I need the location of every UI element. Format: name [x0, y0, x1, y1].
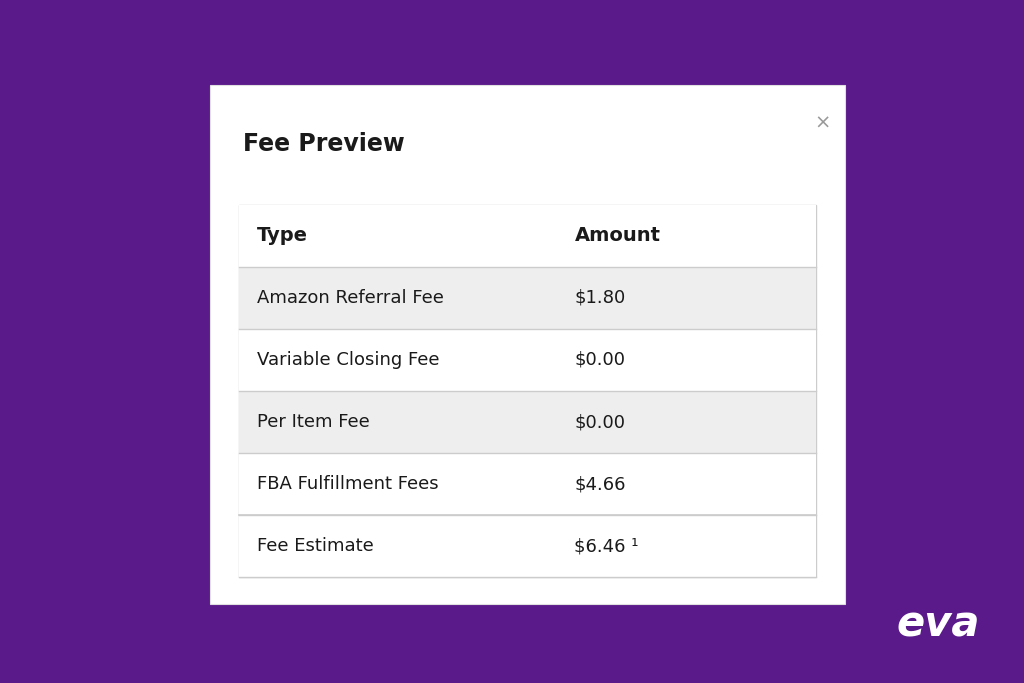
Text: ×: × [814, 114, 830, 133]
Text: $0.00: $0.00 [574, 351, 626, 369]
Text: Fee Estimate: Fee Estimate [257, 537, 374, 555]
FancyBboxPatch shape [239, 205, 816, 267]
FancyBboxPatch shape [239, 329, 816, 391]
Text: Fee Preview: Fee Preview [243, 132, 404, 156]
FancyBboxPatch shape [239, 515, 816, 577]
Text: Per Item Fee: Per Item Fee [257, 413, 370, 431]
Text: FBA Fulfillment Fees: FBA Fulfillment Fees [257, 475, 438, 493]
FancyBboxPatch shape [239, 267, 816, 329]
Text: eva: eva [896, 604, 980, 645]
FancyBboxPatch shape [239, 453, 816, 515]
Text: Type: Type [257, 227, 308, 245]
FancyBboxPatch shape [210, 85, 845, 604]
FancyBboxPatch shape [239, 391, 816, 453]
Text: $6.46 ¹: $6.46 ¹ [574, 537, 639, 555]
Text: Amazon Referral Fee: Amazon Referral Fee [257, 289, 443, 307]
Text: Amount: Amount [574, 227, 660, 245]
Text: $1.80: $1.80 [574, 289, 626, 307]
Text: $0.00: $0.00 [574, 413, 626, 431]
Text: Variable Closing Fee: Variable Closing Fee [257, 351, 439, 369]
Text: $4.66: $4.66 [574, 475, 626, 493]
